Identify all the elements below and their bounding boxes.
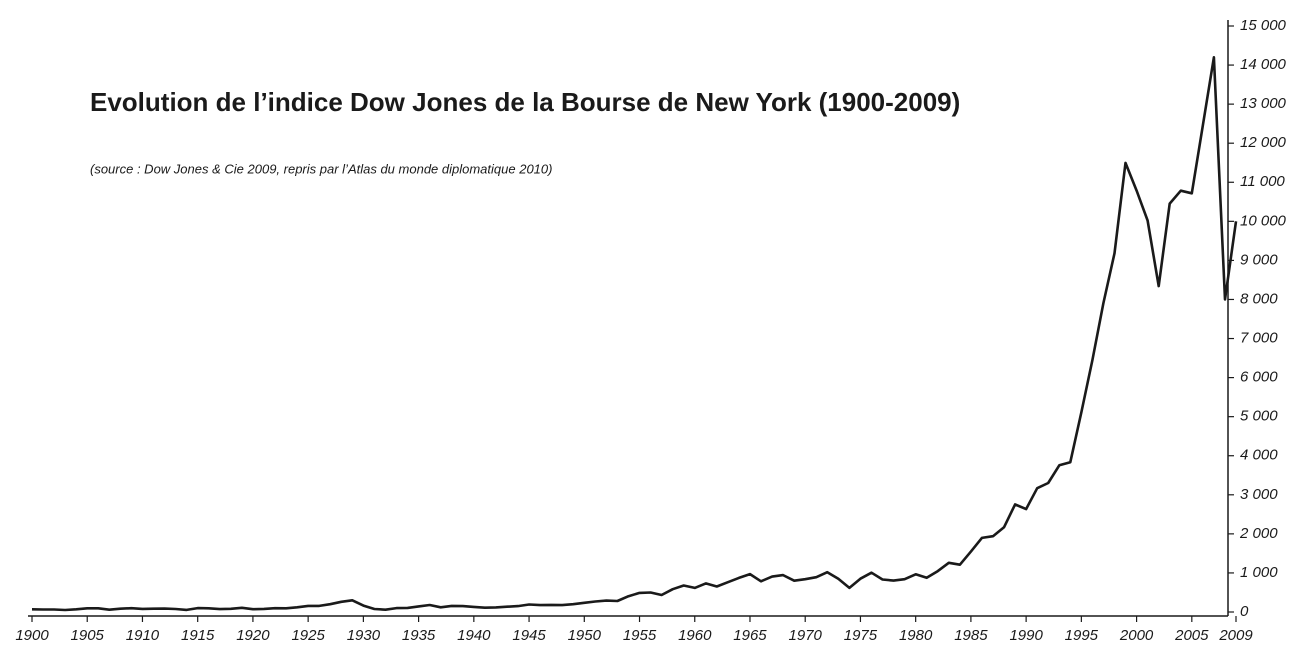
y-tick-label: 15 000 [1240,17,1287,34]
x-tick-label: 1910 [126,627,160,644]
x-tick-label: 1905 [71,627,105,644]
x-tick-label: 1980 [899,627,933,644]
y-tick-label: 1 000 [1240,564,1278,581]
x-tick-label: 1925 [291,627,325,644]
y-tick-label: 6 000 [1240,369,1278,386]
y-tick-label: 13 000 [1240,95,1287,112]
y-tick-label: 2 000 [1239,525,1278,542]
x-tick-label: 1955 [623,627,657,644]
x-tick-label: 1920 [236,627,270,644]
x-tick-label: 1970 [789,627,823,644]
x-tick-label: 1995 [1065,627,1099,644]
y-tick-label: 11 000 [1240,173,1285,190]
x-tick-label: 2009 [1218,627,1253,644]
x-tick-label: 2005 [1174,627,1209,644]
x-tick-label: 1930 [347,627,381,644]
y-tick-label: 14 000 [1240,56,1287,73]
x-tick-label: 1900 [15,627,49,644]
x-tick-label: 1975 [844,627,878,644]
x-tick-label: 1985 [954,627,988,644]
y-tick-label: 9 000 [1240,251,1278,268]
x-tick-label: 1935 [402,627,436,644]
y-tick-label: 10 000 [1240,212,1287,229]
y-tick-label: 5 000 [1240,408,1278,425]
y-tick-label: 7 000 [1240,330,1278,347]
x-tick-label: 1965 [733,627,767,644]
y-tick-label: 8 000 [1240,290,1278,307]
data-line [31,56,1238,612]
x-tick-label: 1950 [568,627,602,644]
y-tick-label: 0 [1240,603,1249,620]
chart-title: Evolution de l’indice Dow Jones de la Bo… [90,87,960,117]
y-tick-label: 4 000 [1240,447,1278,464]
x-tick-label: 2000 [1119,627,1154,644]
x-tick-label: 1915 [181,627,215,644]
x-tick-label: 1960 [678,627,712,644]
x-tick-label: 1990 [1009,627,1043,644]
x-tick-label: 1945 [512,627,546,644]
x-tick-label: 1940 [457,627,491,644]
y-tick-label: 12 000 [1240,134,1287,151]
chart-subtitle: (source : Dow Jones & Cie 2009, repris p… [90,161,552,176]
y-tick-label: 3 000 [1240,486,1278,503]
